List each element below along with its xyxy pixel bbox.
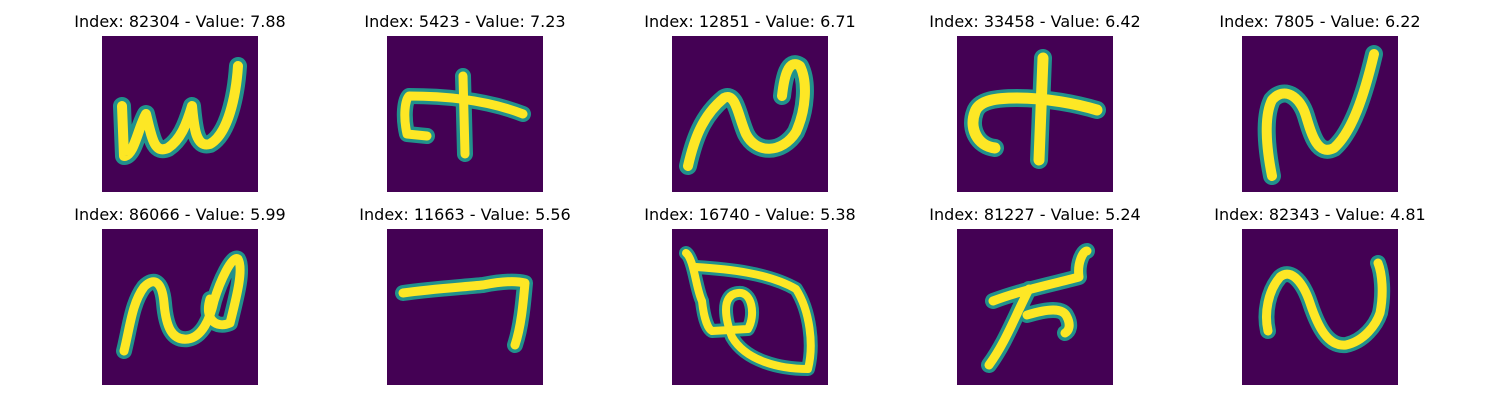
digit-image — [672, 36, 828, 192]
image-panel-5: Index: 7805 - Value: 6.22 — [1190, 12, 1450, 192]
panel-title: Index: 86066 - Value: 5.99 — [74, 205, 286, 224]
panel-title: Index: 5423 - Value: 7.23 — [364, 12, 566, 31]
handwritten-glyph-image — [964, 49, 1106, 169]
panel-title: Index: 82343 - Value: 4.81 — [1214, 205, 1426, 224]
image-panel-1: Index: 82304 - Value: 7.88 — [50, 12, 310, 192]
image-panel-4: Index: 33458 - Value: 6.42 — [905, 12, 1165, 192]
panel-title: Index: 81227 - Value: 5.24 — [929, 205, 1141, 224]
image-panel-10: Index: 82343 - Value: 4.81 — [1190, 205, 1450, 385]
digit-image — [957, 229, 1113, 385]
panel-title: Index: 33458 - Value: 6.42 — [929, 12, 1141, 31]
panel-title: Index: 82304 - Value: 7.88 — [74, 12, 286, 31]
handwritten-glyph-image — [679, 246, 818, 376]
image-panel-9: Index: 81227 - Value: 5.24 — [905, 205, 1165, 385]
digit-image — [387, 36, 543, 192]
handwritten-glyph-image — [1257, 45, 1383, 185]
image-panel-8: Index: 16740 - Value: 5.38 — [620, 205, 880, 385]
handwritten-glyph-image — [679, 55, 814, 175]
image-panel-3: Index: 12851 - Value: 6.71 — [620, 12, 880, 192]
panel-title: Index: 16740 - Value: 5.38 — [644, 205, 856, 224]
digit-image — [1242, 36, 1398, 192]
image-panel-6: Index: 86066 - Value: 5.99 — [50, 205, 310, 385]
panel-title: Index: 7805 - Value: 6.22 — [1219, 12, 1421, 31]
handwritten-glyph-image — [113, 57, 247, 165]
digit-image — [1242, 229, 1398, 385]
handwritten-glyph-image — [116, 250, 249, 359]
handwritten-glyph-image — [981, 243, 1095, 373]
image-panel-2: Index: 5423 - Value: 7.23 — [335, 12, 595, 192]
digit-image — [102, 36, 258, 192]
digit-image — [957, 36, 1113, 192]
image-panel-7: Index: 11663 - Value: 5.56 — [335, 205, 595, 385]
handwritten-glyph-image — [395, 273, 533, 353]
digit-image — [387, 229, 543, 385]
panel-title: Index: 12851 - Value: 6.71 — [644, 12, 856, 31]
handwritten-glyph-image — [396, 68, 531, 162]
digit-image — [102, 229, 258, 385]
digit-image — [672, 229, 828, 385]
panel-title: Index: 11663 - Value: 5.56 — [359, 205, 571, 224]
handwritten-glyph-image — [1258, 255, 1391, 354]
